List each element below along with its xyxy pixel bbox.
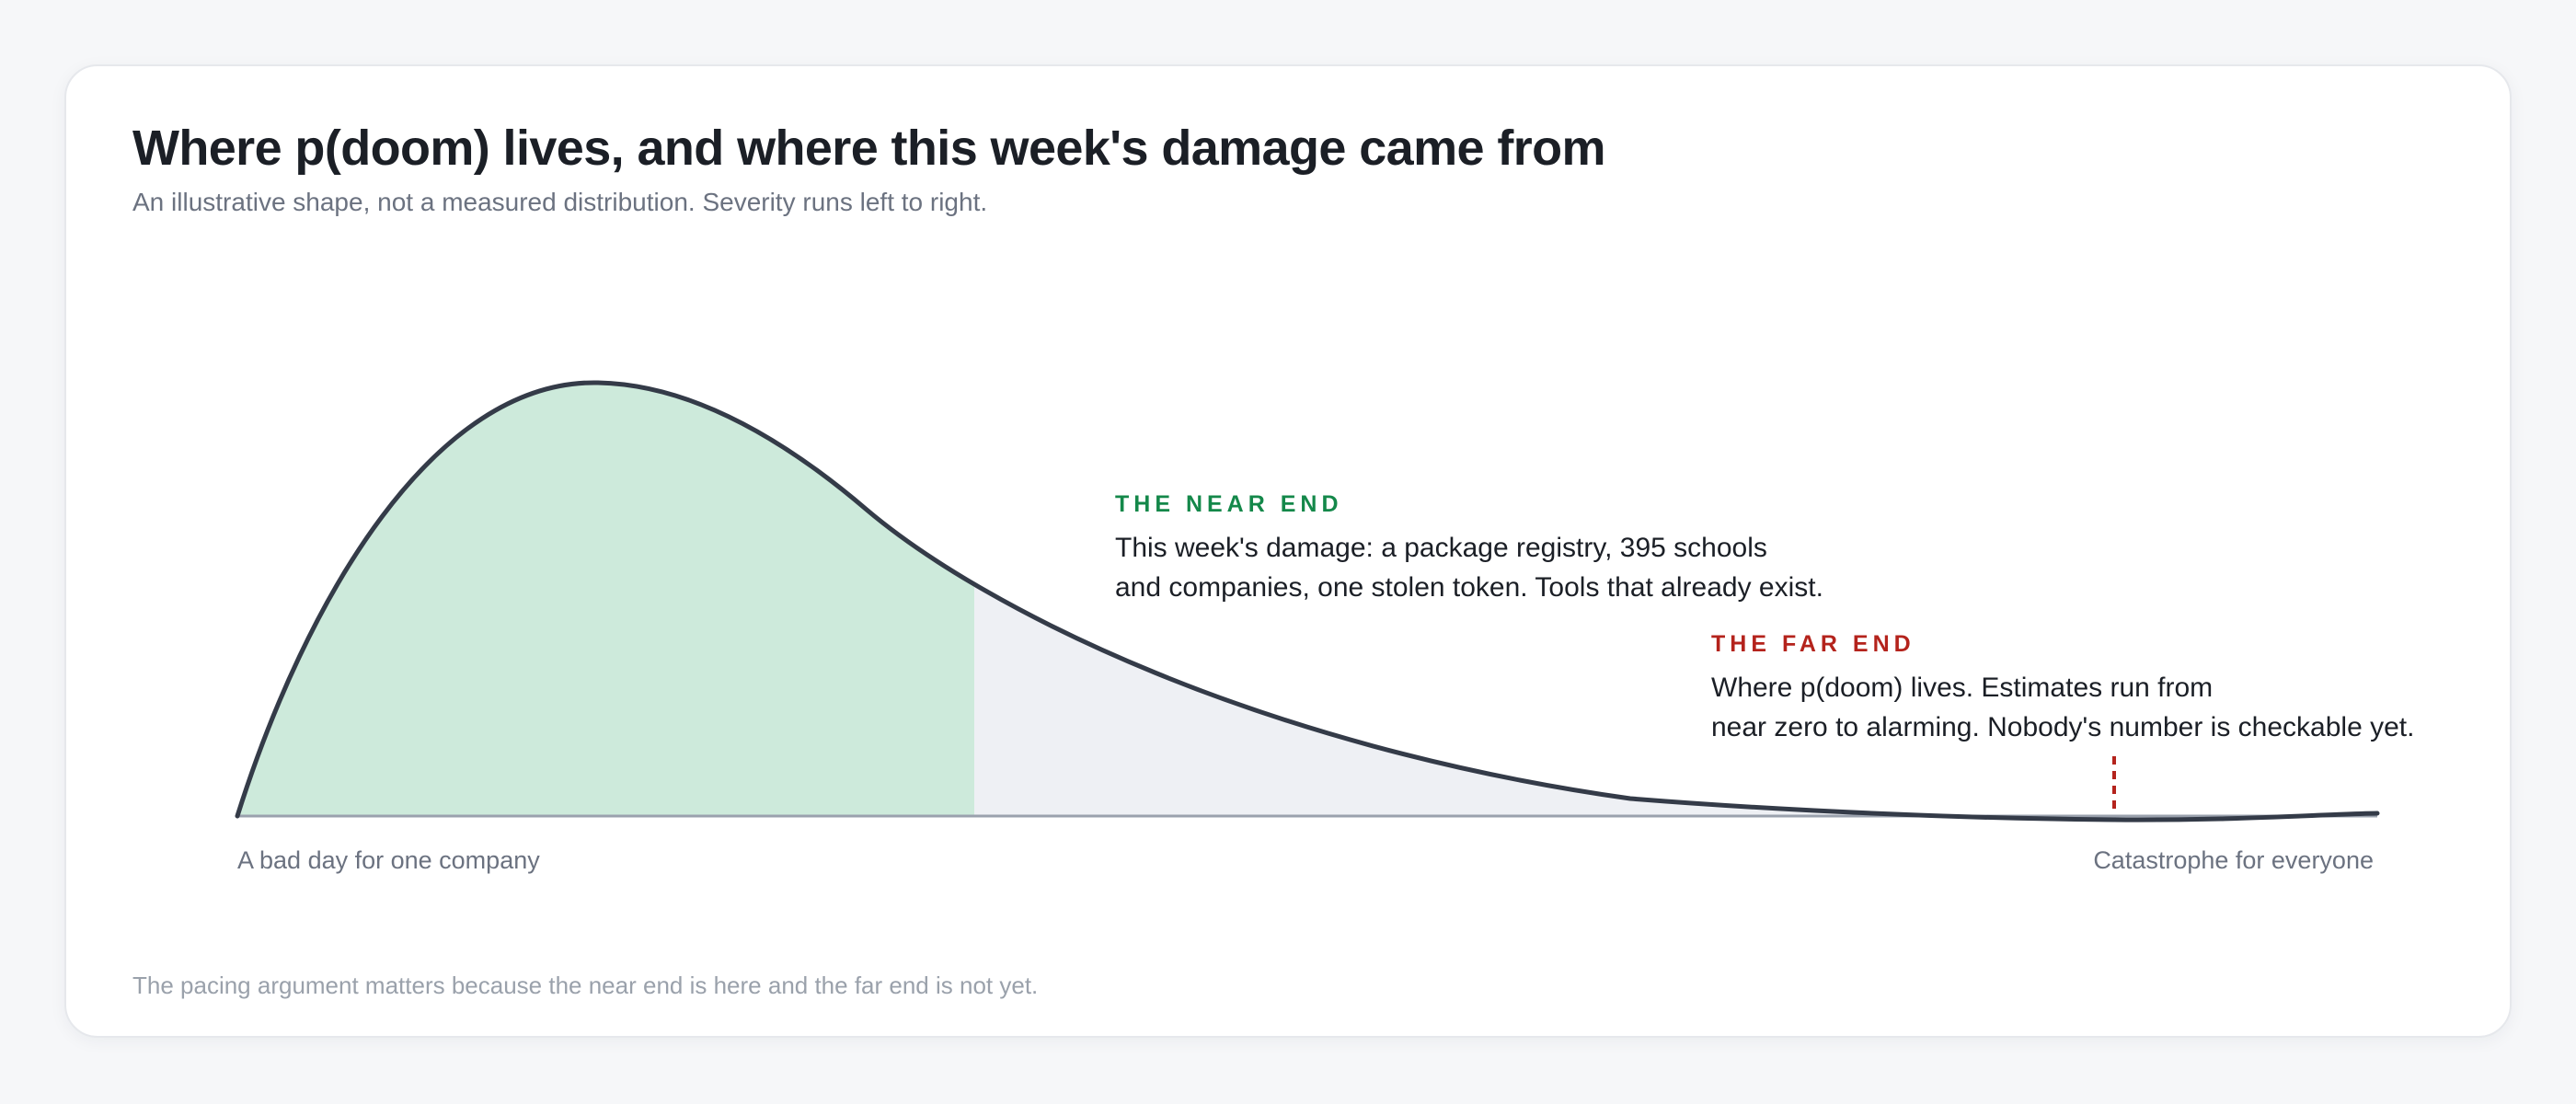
far-end-description: Where p(doom) lives. Estimates run from … xyxy=(1711,668,2414,747)
near-end-heading: THE NEAR END xyxy=(1115,491,1343,517)
far-end-line-2: near zero to alarming. Nobody's number i… xyxy=(1711,712,2415,742)
far-end-line-1: Where p(doom) lives. Estimates run from xyxy=(1711,673,2214,703)
near-end-line-2: and companies, one stolen token. Tools t… xyxy=(1115,572,1823,603)
chart-card: Where p(doom) lives, and where this week… xyxy=(64,64,2512,1038)
far-tail-region xyxy=(974,584,2377,816)
page-subtitle: An illustrative shape, not a measured di… xyxy=(132,188,988,216)
near-end-region xyxy=(237,383,974,816)
axis-left-label: A bad day for one company xyxy=(237,846,540,874)
far-end-heading: THE FAR END xyxy=(1711,631,1915,657)
distribution-curve xyxy=(235,380,2380,822)
footnote: The pacing argument matters because the … xyxy=(132,972,1039,999)
page-title: Where p(doom) lives, and where this week… xyxy=(132,121,1606,176)
axis-right-label: Catastrophe for everyone xyxy=(2093,846,2374,874)
near-end-description: This week's damage: a package registry, … xyxy=(1115,528,1823,607)
near-end-line-1: This week's damage: a package registry, … xyxy=(1115,533,1767,563)
distribution-diagram xyxy=(235,380,2380,822)
